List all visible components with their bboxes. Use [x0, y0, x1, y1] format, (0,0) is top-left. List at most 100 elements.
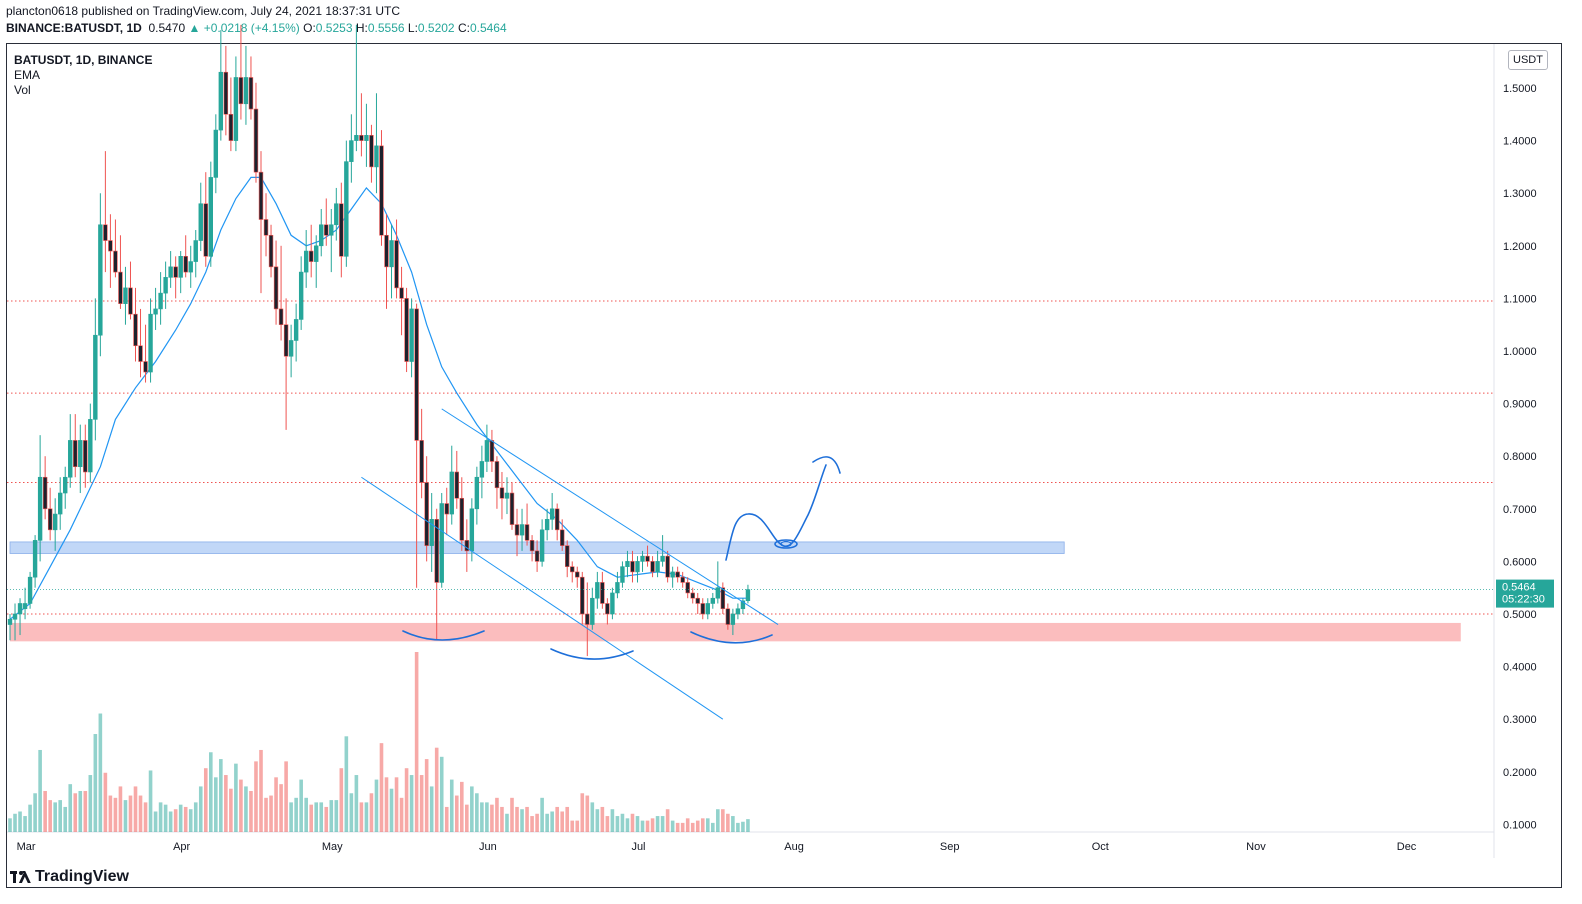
volume-bar [460, 781, 464, 832]
candle-body [469, 508, 475, 552]
x-tick-label: May [322, 841, 343, 853]
candle-body [68, 440, 73, 478]
y-tick-label: 1.4000 [1503, 136, 1537, 148]
candle-body [344, 161, 349, 257]
candle-body [203, 203, 208, 257]
candle-body [479, 461, 485, 478]
countdown-badge-value: 05:22:30 [1502, 594, 1545, 606]
candle-body [288, 340, 294, 357]
candle-body [298, 271, 304, 320]
volume-bar [359, 802, 364, 832]
volume-bar [98, 713, 103, 832]
volume-bar [88, 775, 93, 832]
candle-body [690, 592, 695, 599]
volume-bar [349, 793, 354, 832]
volume-bar [274, 777, 278, 832]
candle-body [650, 561, 655, 573]
volume-bar [444, 806, 449, 832]
legend-ema[interactable]: EMA [14, 68, 41, 82]
candle-body [47, 508, 53, 531]
volume-bar [284, 761, 288, 832]
candle-body [158, 292, 163, 310]
support-zone [10, 622, 1461, 642]
volume-bar [369, 793, 374, 832]
volume-bar [224, 775, 228, 832]
candle-body [168, 266, 173, 278]
candle-body [419, 440, 424, 483]
tradingview-brand: TradingView [10, 868, 129, 886]
legend-vol[interactable]: Vol [14, 83, 31, 97]
open-value: 0.5253 [315, 21, 353, 35]
volume-bar [515, 806, 519, 832]
candle-body [489, 440, 495, 462]
volume-bar [449, 779, 454, 832]
candle-body [429, 519, 434, 546]
volume-bar [640, 820, 645, 832]
volume-bar [374, 779, 379, 832]
candle-body [359, 135, 364, 141]
volume-bar [344, 736, 349, 832]
price-change: ▲ +0.0218 (+4.15%) [188, 21, 300, 35]
candle-body [22, 603, 28, 610]
candle-body [514, 524, 520, 536]
candle-body [213, 129, 219, 178]
candle-body [585, 613, 590, 625]
y-tick-label: 1.2000 [1503, 241, 1537, 253]
candle-body [660, 555, 665, 562]
x-tick-label: Apr [173, 841, 190, 853]
x-tick-label: Oct [1092, 841, 1109, 853]
currency-button[interactable]: USDT [1508, 50, 1548, 70]
volume-bar [209, 752, 213, 832]
volume-bar [510, 797, 514, 832]
candle-body [389, 240, 394, 268]
candle-body [539, 529, 545, 562]
volume-bar [48, 800, 52, 832]
volume-bar [615, 816, 620, 832]
volume-bar [414, 652, 419, 832]
candle-body [554, 508, 560, 531]
tradingview-logo-icon [10, 871, 31, 883]
volume-bar [550, 811, 554, 832]
volume-bar [319, 802, 324, 832]
volume-bar [525, 806, 529, 832]
x-tick-label: Jul [631, 841, 645, 853]
volume-bar [93, 734, 98, 832]
volume-bar [113, 797, 118, 832]
y-tick-label: 1.1000 [1503, 293, 1537, 305]
candle-body [178, 256, 183, 278]
candle-body [665, 555, 670, 578]
candle-body [404, 298, 409, 362]
y-tick-label: 0.9000 [1503, 399, 1537, 411]
candle-body [324, 224, 329, 236]
candle-body [655, 561, 660, 573]
volume-bar [289, 802, 293, 832]
candle-body [464, 540, 470, 552]
close-value: 0.5464 [469, 21, 507, 35]
bottom-arc-annotation [402, 630, 485, 641]
volume-bar [645, 820, 650, 832]
publisher-line: plancton0618 published on TradingView.co… [6, 4, 401, 18]
volume-bar [505, 813, 509, 832]
volume-bar [394, 777, 399, 832]
candle-body [680, 576, 685, 583]
volume-bar [309, 804, 313, 832]
candle-body [17, 603, 23, 615]
volume-bar [660, 816, 665, 832]
symbol-full: BINANCE:BATUSDT, 1D [6, 21, 142, 35]
candle-body [223, 71, 229, 115]
candle-body [118, 271, 123, 304]
candle-body [740, 600, 746, 610]
candle-body [52, 513, 58, 531]
chart-legend: BATUSDT, 1D, BINANCE EMA Vol [14, 53, 152, 98]
volume-bar [690, 822, 695, 832]
low-label: L: [407, 21, 418, 35]
volume-bar [500, 806, 504, 832]
y-tick-label: 1.5000 [1503, 83, 1537, 95]
candle-body [730, 613, 736, 625]
volume-bar [339, 768, 344, 832]
volume-bar [650, 818, 655, 832]
volume-bar [711, 822, 715, 832]
candle-body [484, 440, 490, 462]
volume-bar [229, 788, 233, 832]
